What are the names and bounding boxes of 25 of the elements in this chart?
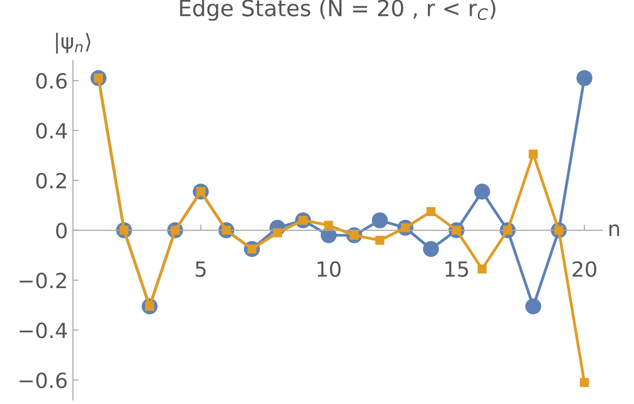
point	[474, 184, 490, 200]
y-tick-label: −0.6	[20, 372, 67, 388]
point	[426, 207, 436, 216]
point	[422, 241, 439, 257]
x-tick-label: 10	[318, 261, 341, 277]
point	[576, 70, 592, 86]
point	[372, 212, 388, 228]
x-axis-title: n	[609, 224, 620, 236]
point	[272, 228, 282, 238]
y-tick-label: 0.4	[36, 122, 67, 139]
point	[324, 220, 334, 230]
point	[525, 298, 542, 314]
y-axis-title: |ψ$_{n}$⟩	[56, 32, 90, 54]
point	[528, 150, 538, 159]
y-tick-label: −0.2	[20, 272, 66, 288]
y-tick-label: 0.6	[36, 73, 67, 89]
x-tick-label: 20	[572, 261, 596, 277]
y-tick-label: 0.2	[36, 172, 66, 189]
point	[375, 236, 384, 245]
x-tick-label: 5	[196, 261, 206, 277]
y-tick-label: 0	[56, 222, 67, 238]
point	[478, 264, 487, 274]
point	[580, 378, 589, 388]
y-tick-label: −0.4	[20, 322, 67, 338]
x-tick-label: 15	[446, 261, 468, 277]
